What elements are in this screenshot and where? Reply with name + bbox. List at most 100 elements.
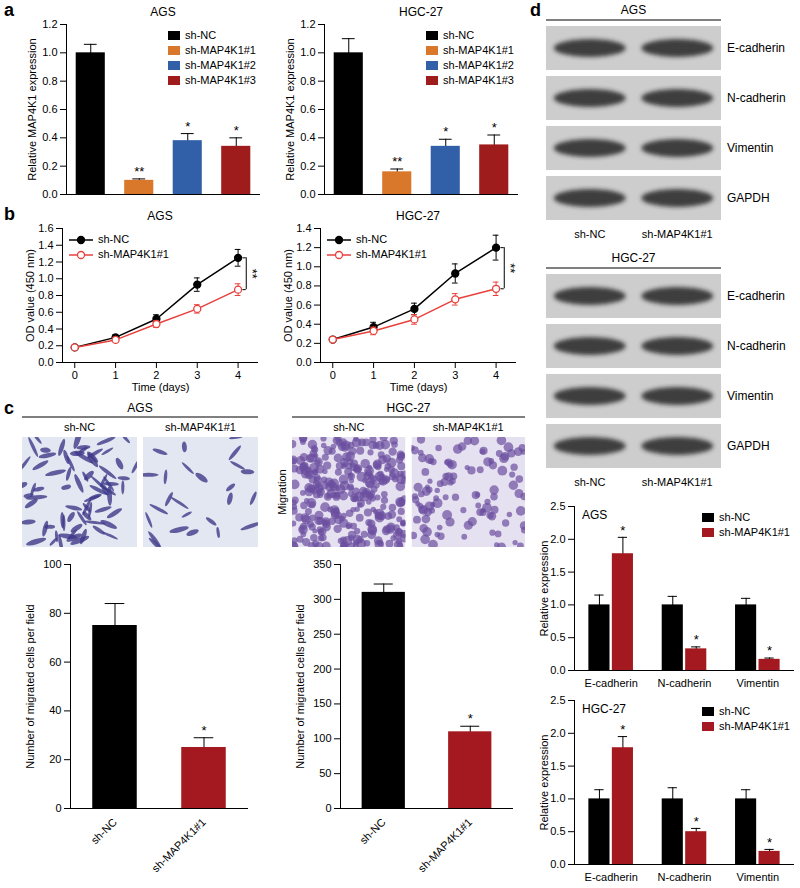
svg-text:0.0: 0.0: [300, 188, 315, 200]
svg-text:1: 1: [113, 369, 119, 381]
svg-text:0.2: 0.2: [42, 160, 57, 172]
svg-text:4: 4: [493, 369, 499, 381]
svg-text:1.6: 1.6: [38, 222, 53, 234]
svg-text:E-cadherin: E-cadherin: [727, 41, 785, 55]
svg-text:OD value (450 nm): OD value (450 nm): [24, 249, 36, 342]
svg-text:1.0: 1.0: [550, 598, 565, 610]
svg-text:350: 350: [313, 558, 331, 570]
svg-text:sh-NC: sh-NC: [64, 421, 95, 433]
svg-text:E-cadherin: E-cadherin: [727, 289, 785, 303]
svg-text:1.5: 1.5: [550, 760, 565, 772]
svg-text:sh-MAP4K1#1: sh-MAP4K1#1: [149, 816, 208, 875]
svg-text:50: 50: [319, 767, 331, 779]
svg-text:2.5: 2.5: [550, 500, 565, 512]
svg-text:2: 2: [153, 369, 159, 381]
svg-text:HGC-27: HGC-27: [386, 401, 430, 415]
svg-text:Relative expression: Relative expression: [538, 541, 550, 637]
svg-text:2: 2: [411, 369, 417, 381]
svg-text:0.5: 0.5: [550, 825, 565, 837]
svg-text:*: *: [468, 711, 473, 726]
svg-text:0: 0: [72, 369, 78, 381]
svg-text:80: 80: [49, 607, 61, 619]
svg-text:*: *: [201, 723, 206, 738]
svg-text:*: *: [767, 643, 772, 658]
svg-text:sh-NC: sh-NC: [88, 816, 119, 847]
svg-text:**: **: [134, 164, 144, 179]
svg-text:20: 20: [49, 753, 61, 765]
svg-text:0.6: 0.6: [296, 299, 311, 311]
svg-text:Vimentin: Vimentin: [737, 871, 780, 883]
svg-text:0.5: 0.5: [550, 631, 565, 643]
svg-text:0.2: 0.2: [296, 337, 311, 349]
svg-text:0.0: 0.0: [296, 356, 311, 368]
svg-text:1.5: 1.5: [550, 566, 565, 578]
svg-text:Number of migrated cells per f: Number of migrated cells per field: [24, 604, 36, 768]
svg-text:0.8: 0.8: [300, 75, 315, 87]
svg-text:40: 40: [49, 704, 61, 716]
svg-text:0.6: 0.6: [42, 103, 57, 115]
svg-text:N-cadherin: N-cadherin: [727, 339, 786, 353]
svg-text:1: 1: [371, 369, 377, 381]
svg-text:N-cadherin: N-cadherin: [658, 677, 712, 689]
svg-text:Number of migrated cells per f: Number of migrated cells per field: [294, 604, 306, 768]
svg-text:0.4: 0.4: [300, 131, 315, 143]
svg-text:*: *: [620, 722, 625, 737]
svg-text:E-cadherin: E-cadherin: [585, 871, 638, 883]
svg-text:0.4: 0.4: [42, 131, 57, 143]
svg-text:sh-NC: sh-NC: [333, 421, 364, 433]
svg-text:0.6: 0.6: [38, 306, 53, 318]
svg-text:0: 0: [325, 802, 331, 814]
svg-text:sh-NC: sh-NC: [574, 476, 605, 488]
svg-text:1.2: 1.2: [42, 18, 57, 30]
svg-text:100: 100: [313, 732, 331, 744]
svg-text:AGS: AGS: [127, 401, 152, 415]
svg-text:0.0: 0.0: [550, 858, 565, 870]
svg-text:3: 3: [194, 369, 200, 381]
svg-text:*: *: [492, 120, 497, 135]
svg-text:0.8: 0.8: [42, 75, 57, 87]
svg-text:100: 100: [43, 558, 61, 570]
svg-text:0.0: 0.0: [38, 356, 53, 368]
svg-text:*: *: [443, 124, 448, 139]
svg-text:GAPDH: GAPDH: [727, 439, 770, 453]
svg-text:1.0: 1.0: [42, 46, 57, 58]
svg-text:200: 200: [313, 663, 331, 675]
svg-text:*: *: [767, 835, 772, 850]
svg-text:Vimentin: Vimentin: [737, 677, 780, 689]
svg-text:0.8: 0.8: [38, 289, 53, 301]
svg-text:sh-MAP4K1#1: sh-MAP4K1#1: [165, 421, 236, 433]
svg-text:0.4: 0.4: [38, 323, 53, 335]
svg-text:**: **: [503, 263, 518, 273]
svg-text:1.0: 1.0: [550, 792, 565, 804]
svg-text:1.2: 1.2: [296, 241, 311, 253]
svg-text:4: 4: [235, 369, 241, 381]
svg-text:Time (days): Time (days): [390, 381, 448, 393]
svg-text:N-cadherin: N-cadherin: [658, 871, 712, 883]
svg-text:Relative MAP4K1 expression: Relative MAP4K1 expression: [284, 38, 296, 180]
svg-text:Vimentin: Vimentin: [727, 141, 773, 155]
svg-text:0.0: 0.0: [550, 664, 565, 676]
svg-text:2.0: 2.0: [550, 727, 565, 739]
svg-text:AGS: AGS: [621, 3, 646, 17]
svg-text:Vimentin: Vimentin: [727, 389, 773, 403]
svg-text:3: 3: [452, 369, 458, 381]
svg-text:1.0: 1.0: [38, 272, 53, 284]
svg-text:0.2: 0.2: [300, 160, 315, 172]
svg-text:GAPDH: GAPDH: [727, 191, 770, 205]
svg-text:sh-MAP4K1#1: sh-MAP4K1#1: [416, 816, 475, 875]
svg-text:N-cadherin: N-cadherin: [727, 91, 786, 105]
svg-text:**: **: [392, 154, 402, 169]
svg-text:1.4: 1.4: [38, 239, 53, 251]
svg-text:HGC-27: HGC-27: [611, 251, 655, 265]
svg-text:0.4: 0.4: [296, 318, 311, 330]
svg-text:*: *: [185, 119, 190, 134]
svg-text:0.2: 0.2: [38, 339, 53, 351]
svg-text:sh-NC: sh-NC: [574, 228, 605, 240]
svg-text:250: 250: [313, 628, 331, 640]
svg-text:1.2: 1.2: [38, 256, 53, 268]
svg-text:*: *: [694, 632, 699, 647]
svg-text:OD value (450 nm): OD value (450 nm): [282, 249, 294, 342]
svg-text:0.8: 0.8: [296, 279, 311, 291]
svg-text:**: **: [245, 269, 260, 279]
svg-text:sh-MAP4K1#1: sh-MAP4K1#1: [642, 228, 713, 240]
